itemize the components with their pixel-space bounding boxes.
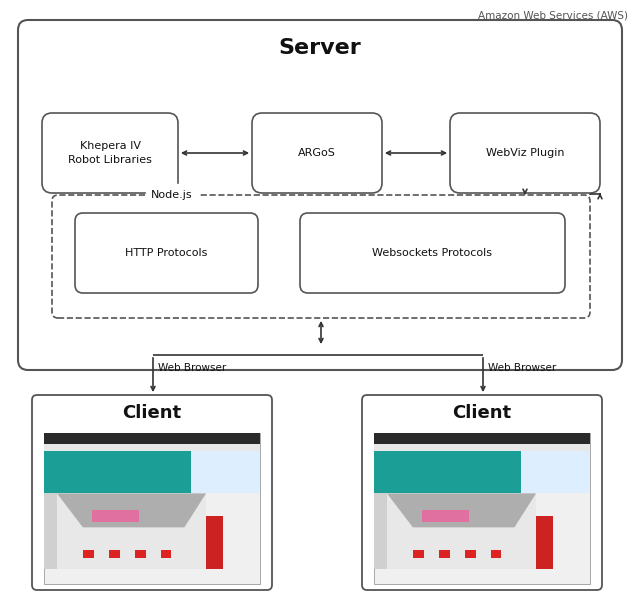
Text: Server: Server: [278, 38, 362, 58]
Bar: [135, 550, 145, 558]
Bar: [413, 550, 424, 558]
Text: Web Browser: Web Browser: [488, 363, 556, 373]
Bar: [92, 510, 139, 522]
Bar: [44, 451, 191, 493]
Bar: [374, 444, 590, 451]
Bar: [206, 516, 223, 569]
FancyBboxPatch shape: [32, 395, 272, 590]
FancyBboxPatch shape: [362, 395, 602, 590]
Text: Node.js: Node.js: [151, 190, 193, 200]
Bar: [44, 493, 57, 569]
FancyBboxPatch shape: [252, 113, 382, 193]
Bar: [422, 510, 469, 522]
Bar: [387, 493, 536, 569]
Bar: [374, 451, 521, 493]
FancyBboxPatch shape: [300, 213, 565, 293]
Text: Websockets Protocols: Websockets Protocols: [372, 248, 493, 258]
Text: WebViz Plugin: WebViz Plugin: [486, 148, 564, 158]
Bar: [44, 433, 260, 444]
Polygon shape: [387, 493, 536, 527]
Bar: [374, 433, 590, 444]
Bar: [374, 433, 590, 584]
Bar: [57, 493, 206, 569]
Bar: [465, 550, 476, 558]
Text: Client: Client: [452, 404, 511, 422]
Bar: [44, 444, 260, 451]
Bar: [521, 451, 590, 493]
FancyBboxPatch shape: [18, 20, 622, 370]
FancyBboxPatch shape: [42, 113, 178, 193]
FancyBboxPatch shape: [52, 195, 590, 318]
Bar: [439, 550, 450, 558]
Bar: [536, 516, 553, 569]
FancyBboxPatch shape: [450, 113, 600, 193]
Bar: [109, 550, 120, 558]
Bar: [191, 451, 260, 493]
Bar: [374, 493, 387, 569]
Bar: [161, 550, 172, 558]
FancyBboxPatch shape: [75, 213, 258, 293]
Text: HTTP Protocols: HTTP Protocols: [125, 248, 208, 258]
Text: Amazon Web Services (AWS): Amazon Web Services (AWS): [478, 11, 628, 21]
Bar: [491, 550, 502, 558]
Bar: [83, 550, 93, 558]
Text: ARGoS: ARGoS: [298, 148, 336, 158]
Text: Khepera IV
Robot Libraries: Khepera IV Robot Libraries: [68, 141, 152, 165]
Text: Web Browser: Web Browser: [158, 363, 227, 373]
Text: Client: Client: [122, 404, 182, 422]
Polygon shape: [57, 493, 206, 527]
Bar: [44, 433, 260, 584]
